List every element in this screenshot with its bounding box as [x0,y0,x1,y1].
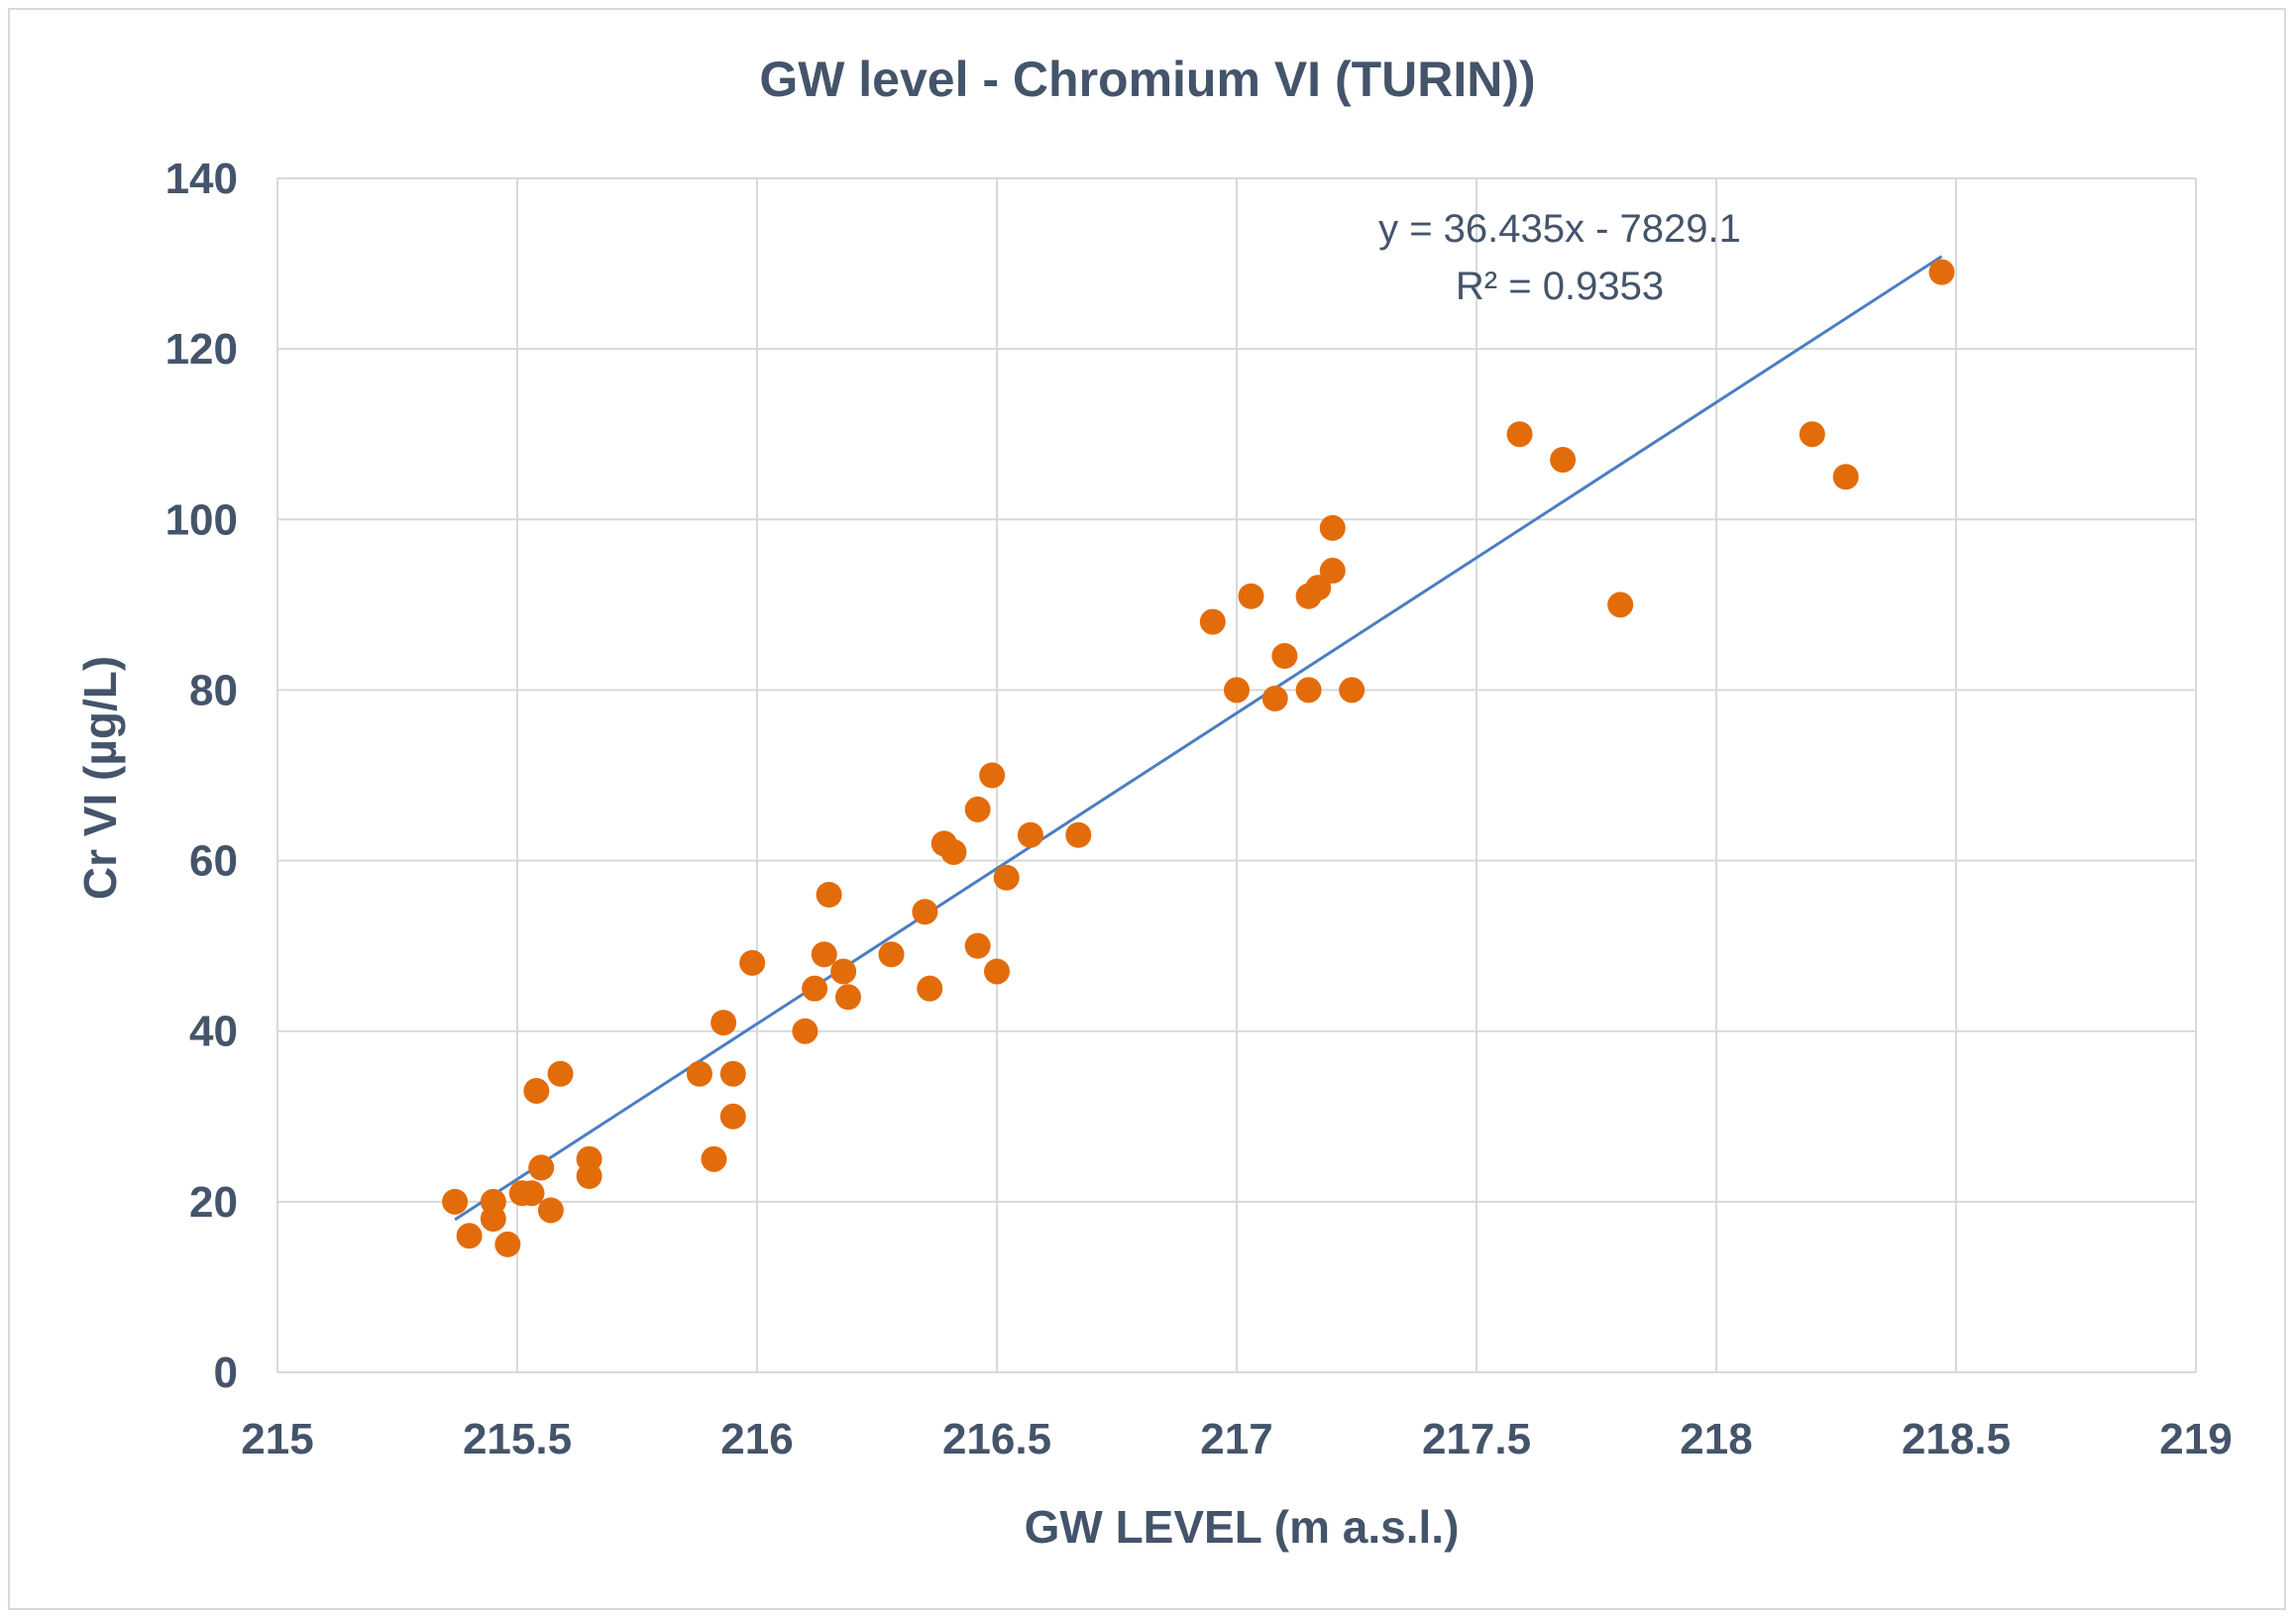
x-tick-label: 218 [1680,1415,1752,1463]
data-point [792,1018,819,1044]
data-point [878,941,905,968]
y-tick-label: 60 [189,837,238,886]
data-point [1832,464,1859,490]
data-point [1271,643,1298,669]
data-point [964,796,991,822]
ticks-layer: 0 20 40 60 80 100 120 140 215 215.5 216 216.5 217 217… [165,155,2233,1463]
x-tick-label: 216 [720,1415,793,1463]
data-point [701,1145,727,1172]
data-point [576,1163,602,1190]
data-point [964,932,991,959]
data-point [802,975,828,1002]
data-point [993,864,1020,891]
data-point [1065,821,1092,848]
data-point [1319,514,1346,541]
y-tick-label: 0 [214,1349,238,1397]
data-point [830,958,857,985]
y-tick-label: 140 [165,155,238,203]
trendline [454,255,1943,1222]
y-tick-label: 80 [189,666,238,714]
data-point [811,941,837,968]
x-tick-label: 215 [241,1415,313,1463]
data-point [1506,421,1533,448]
y-axis-label: Cr VI (µg/L) [74,656,126,900]
data-point [711,1010,737,1036]
x-tick-label: 215.5 [463,1415,572,1463]
trendline-layer [454,255,1943,1222]
data-point [686,1060,712,1087]
trendline-equation: y = 36.435x - 7829.1 [1378,207,1741,251]
data-point [719,1103,746,1130]
grid-layer [276,177,2197,1373]
data-point [1224,677,1250,703]
x-tick-label: 218.5 [1902,1415,2011,1463]
data-point [912,899,938,925]
data-point [979,762,1006,789]
data-point [523,1077,550,1104]
data-point [834,984,861,1011]
y-tick-label: 100 [165,495,238,544]
x-tick-label: 217.5 [1422,1415,1531,1463]
data-point [1017,821,1043,848]
data-point [1295,677,1322,703]
data-point [739,949,766,976]
data-point [518,1180,545,1207]
data-point [1238,583,1264,609]
data-point [456,1223,483,1249]
chart-frame [8,8,2286,1610]
data-point [442,1188,469,1215]
data-point [1550,447,1577,474]
data-point [917,975,943,1002]
data-point [940,838,967,865]
x-tick-label: 216.5 [942,1415,1051,1463]
data-point [1928,259,1955,285]
data-point [816,882,842,908]
data-point [1319,557,1346,584]
x-axis-label: GW LEVEL (m a.s.l.) [1025,1501,1460,1553]
x-tick-label: 219 [2159,1415,2232,1463]
data-point [1305,575,1332,601]
data-point [494,1231,521,1257]
y-tick-label: 120 [165,325,238,374]
y-tick-label: 40 [189,1008,238,1056]
data-point [1607,592,1634,618]
data-point [719,1060,746,1087]
y-tick-label: 20 [189,1178,238,1227]
data-point [547,1060,574,1087]
chart-title: GW level - Chromium VI (TURIN)) [759,52,1535,107]
data-point [1261,686,1288,712]
data-point [537,1197,564,1224]
data-point [1199,608,1226,635]
data-point [480,1206,506,1233]
data-point [1799,421,1825,448]
x-tick-label: 217 [1200,1415,1272,1463]
points-layer [442,259,1955,1257]
data-point [528,1154,555,1181]
data-point [1339,677,1366,703]
data-point [984,958,1010,985]
trendline-r-squared: R² = 0.9353 [1456,265,1664,308]
